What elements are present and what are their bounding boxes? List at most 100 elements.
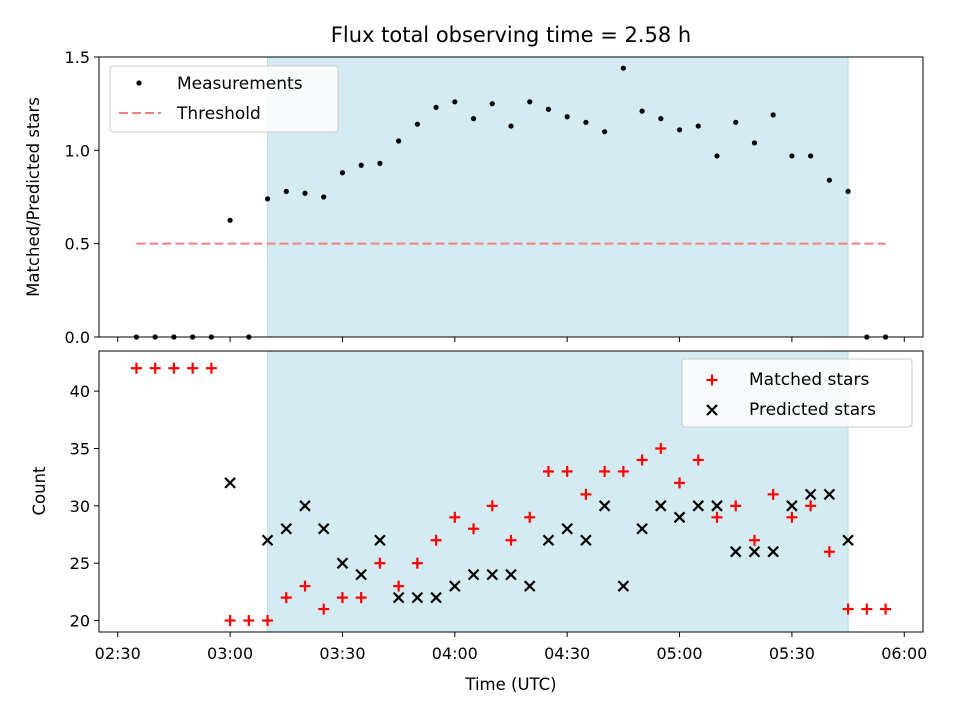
predicted-point-20 xyxy=(617,580,630,592)
bottom-legend: Matched stars Predicted stars xyxy=(681,358,913,428)
measurement-point-34 xyxy=(770,112,776,118)
x-tick-label: 03:30 xyxy=(319,644,365,663)
legend-predicted-label: Predicted stars xyxy=(749,400,876,420)
matched-point-6 xyxy=(243,615,255,627)
top-legend: Measurements Threshold xyxy=(109,65,339,133)
bottom-y-tick-label: 25 xyxy=(70,554,90,573)
legend-x-glyph xyxy=(706,404,718,416)
measurement-point-9 xyxy=(302,190,308,196)
measurement-point-16 xyxy=(433,104,439,110)
bottom-y-tick-label: 40 xyxy=(70,382,90,401)
predicted-point-8 xyxy=(392,591,405,604)
matched-point-10 xyxy=(318,603,330,615)
measurement-point-19 xyxy=(489,101,495,107)
top-y-tick-label: 0.5 xyxy=(65,235,90,254)
x-tick-label: 06:00 xyxy=(881,644,927,663)
bottom-y-axis-label: Count xyxy=(30,466,49,516)
top-y-tick-label: 1.0 xyxy=(65,141,90,160)
predicted-point-7 xyxy=(374,534,386,547)
matched-point-25 xyxy=(599,465,611,477)
predicted-point-23 xyxy=(673,511,686,524)
matched-point-3 xyxy=(187,362,199,374)
measurement-point-7 xyxy=(264,196,271,202)
predicted-point-5 xyxy=(336,557,349,569)
measurement-point-15 xyxy=(414,121,420,127)
matched-point-12 xyxy=(355,592,367,604)
measurement-point-31 xyxy=(714,153,720,159)
matched-point-0 xyxy=(130,362,142,374)
predicted-point-3 xyxy=(299,500,311,512)
matched-point-4 xyxy=(205,362,217,374)
predicted-point-29 xyxy=(786,500,798,512)
measurement-point-13 xyxy=(377,160,383,166)
matched-point-38 xyxy=(842,603,854,615)
matched-point-26 xyxy=(617,465,629,477)
matched-point-33 xyxy=(748,534,760,546)
bottom-y-ticks: 20 25 30 35 40 xyxy=(70,382,99,631)
bottom-panel: 20 25 30 35 40 02:30 03:00 03:30 04:00 04:30 05:0… xyxy=(30,350,927,694)
top-y-ticks: 0.0 0.5 1.0 1.5 xyxy=(65,48,99,347)
predicted-point-32 xyxy=(842,534,854,547)
measurement-point-23 xyxy=(564,114,570,120)
measurement-point-27 xyxy=(639,108,645,114)
predicted-point-30 xyxy=(804,488,817,501)
matched-point-5 xyxy=(224,615,236,627)
predicted-point-12 xyxy=(467,568,480,581)
measurement-point-35 xyxy=(789,153,795,159)
matched-point-20 xyxy=(505,534,517,546)
matched-point-32 xyxy=(730,500,742,512)
matched-point-24 xyxy=(580,488,592,500)
bottom-y-tick-label: 35 xyxy=(70,439,90,458)
matched-point-27 xyxy=(636,454,648,466)
predicted-point-24 xyxy=(692,500,705,512)
matched-point-36 xyxy=(805,500,817,512)
matched-point-22 xyxy=(542,465,554,477)
measurement-point-21 xyxy=(527,99,533,105)
measurement-point-37 xyxy=(826,177,832,183)
bottom-x-ticks: 02:30 03:00 03:30 04:00 04:30 05:00 05:30 06:00 xyxy=(95,632,927,663)
measurement-point-8 xyxy=(283,188,289,194)
matched-point-15 xyxy=(411,557,423,569)
matched-point-30 xyxy=(692,454,704,466)
matched-point-17 xyxy=(449,511,461,523)
top-panel: 0.0 0.5 1.0 1.5 Matched/Predicted stars Mea… xyxy=(24,48,924,347)
predicted-point-17 xyxy=(561,522,573,535)
predicted-point-11 xyxy=(449,580,461,592)
measurement-point-17 xyxy=(452,99,458,105)
matched-point-35 xyxy=(786,511,798,523)
bottom-axes-frame xyxy=(98,350,924,633)
predicted-point-27 xyxy=(748,545,761,558)
predicted-point-4 xyxy=(317,522,330,535)
predicted-point-1 xyxy=(261,534,274,547)
measurement-point-12 xyxy=(358,162,364,168)
predicted-point-21 xyxy=(636,522,648,535)
matched-point-7 xyxy=(262,615,274,627)
matched-point-2 xyxy=(168,362,180,374)
x-tick-label: 04:00 xyxy=(432,644,478,663)
measurement-point-11 xyxy=(339,170,346,176)
matched-point-11 xyxy=(336,592,348,604)
predicted-point-6 xyxy=(355,568,367,581)
measurement-point-18 xyxy=(470,116,477,122)
measurement-point-24 xyxy=(583,119,589,125)
predicted-point-26 xyxy=(729,545,742,558)
measurement-point-29 xyxy=(676,127,683,133)
x-axis-label: Time (UTC) xyxy=(464,675,556,694)
top-legend-box xyxy=(109,65,339,133)
predicted-point-31 xyxy=(823,488,836,501)
measurement-point-38 xyxy=(845,188,851,194)
chart-title: Flux total observing time = 2.58 h xyxy=(331,23,691,47)
measurement-point-5 xyxy=(227,217,233,223)
measurement-point-32 xyxy=(733,119,739,125)
matched-point-21 xyxy=(524,511,536,523)
matched-stars-points xyxy=(130,362,892,627)
x-tick-label: 05:00 xyxy=(656,644,702,663)
matched-point-1 xyxy=(149,362,161,374)
top-y-tick-label: 0.0 xyxy=(65,328,90,347)
legend-predicted-marker xyxy=(706,404,718,416)
top-axes-frame xyxy=(98,56,924,338)
predicted-stars-points xyxy=(224,477,854,604)
predicted-point-2 xyxy=(280,522,293,535)
matched-point-8 xyxy=(280,592,292,604)
matched-point-31 xyxy=(711,511,723,523)
